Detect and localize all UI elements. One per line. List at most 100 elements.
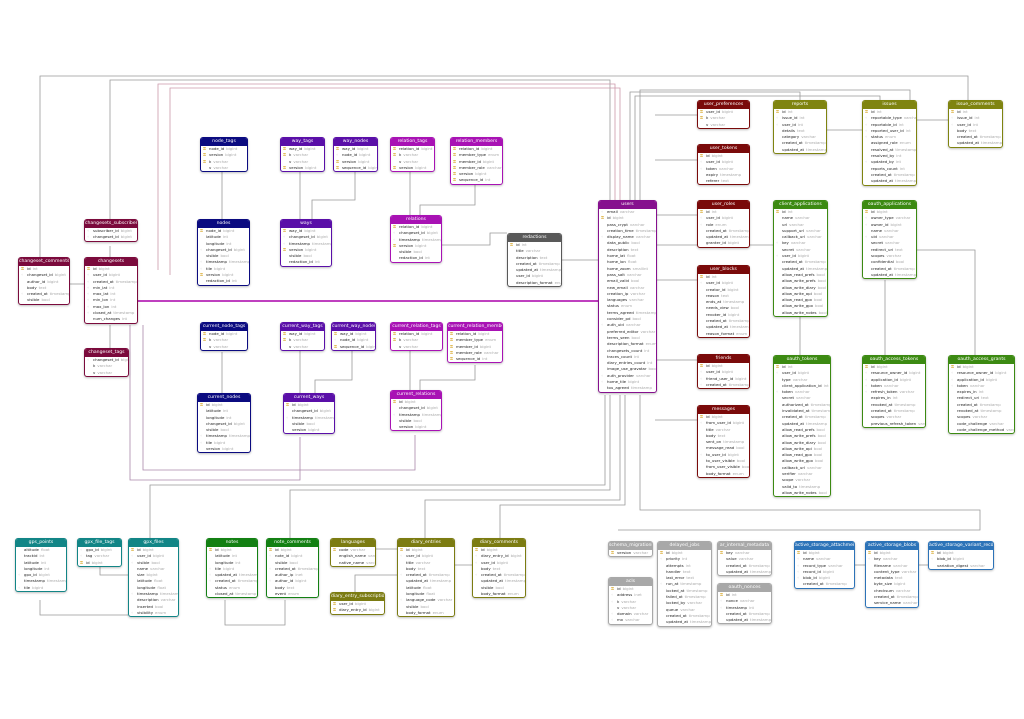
column-row[interactable]: updated_at timestamp [863,272,916,278]
column-row[interactable]: attempts int [658,563,711,569]
column-row[interactable]: consider_pd bool [599,316,656,322]
table-current-node-tags[interactable]: current_node_tags ⚿ node_id bigint ⚿ k varchar… [200,322,248,351]
table-gpx-files[interactable]: gpx_files ⚿ id bigint ◦ user_id bigint ◦ visible… [128,538,179,618]
column-row[interactable]: created_at timestamp [718,563,771,569]
column-row[interactable]: ⚿ id bigint [609,586,652,592]
table-header[interactable]: changesets [85,258,137,266]
column-row[interactable]: client_application_id int [774,383,830,389]
column-row[interactable]: ◦ token varchar [774,389,830,395]
column-row[interactable]: visible bool [391,249,441,255]
column-row[interactable]: visible bool [281,253,331,259]
table-header[interactable]: acls [609,578,652,586]
column-row[interactable]: reason_format enum [698,331,749,337]
column-row[interactable]: ◦ subscriber_id bigint [85,228,137,234]
column-row[interactable]: allow_write_diary bool [774,440,830,446]
table-header[interactable]: gpx_files [129,539,178,547]
column-row[interactable]: ◦ application_id bigint [949,377,1014,383]
column-row[interactable]: ◦ tile bigint [16,585,66,591]
column-row[interactable]: v varchar [281,159,324,165]
column-row[interactable]: visible bool [19,297,69,303]
column-row[interactable]: allow_write_prefs bool [774,433,830,439]
column-row[interactable]: visible bool [473,585,525,591]
column-row[interactable]: message_read bool [698,445,749,451]
column-row[interactable]: ◦ refresh_token varchar [863,389,925,395]
column-row[interactable]: allow_write_gpx bool [774,303,827,309]
column-row[interactable]: home_lat float [599,253,656,259]
column-row[interactable]: ◦ user_id bigint [398,553,454,559]
column-row[interactable]: ⚿ way_id bigint [281,228,331,234]
table-header[interactable]: user_tokens [698,145,749,153]
column-row[interactable]: status enum [599,303,656,309]
column-row[interactable]: callback_url varchar [774,234,827,240]
column-row[interactable]: v varchar [201,165,247,171]
column-row[interactable]: referer text [698,178,749,184]
column-row[interactable]: ⚿ id int [718,592,771,598]
column-row[interactable]: languages varchar [599,297,656,303]
column-row[interactable]: category varchar [774,134,826,140]
column-row[interactable]: v varchar [698,122,749,128]
column-row[interactable]: allow_read_prefs bool [774,272,827,278]
column-row[interactable]: ⚿ id int [698,209,749,215]
column-row[interactable]: created_at timestamp [774,140,826,146]
column-row[interactable]: ⚿ node_id bigint [198,228,249,234]
column-row[interactable]: ⚿ id bigint [949,364,1014,370]
column-row[interactable]: support_url varchar [774,228,827,234]
column-row[interactable]: ⚿ id bigint [284,402,334,408]
table-header[interactable]: oauth_tokens [774,356,830,364]
table-oauth-access-grants[interactable]: oauth_access_grants ⚿ id bigint ◦ resource_ow… [948,355,1015,435]
column-row[interactable]: redaction_id int [391,255,441,261]
column-row[interactable]: ⚿ id bigint [473,547,525,553]
column-row[interactable]: filename varchar [866,563,918,569]
table-diary-entry-subscriptions[interactable]: diary_entry_subscriptions ⚿ user_id bigint ⚿… [330,592,385,615]
column-row[interactable]: longitude int [16,566,66,572]
column-row[interactable]: name varchar [863,228,916,234]
column-row[interactable]: ◦ created_at timestamp [267,566,318,572]
column-row[interactable]: creation_ip varchar [599,291,656,297]
column-row[interactable]: trackid int [16,553,66,559]
table-way-nodes[interactable]: way_nodes ⚿ way_id bigint ◦ node_id bigint ⚿ ver… [333,137,378,173]
column-row[interactable]: ◦ record_type varchar [795,563,854,569]
column-row[interactable]: ⚿ id int [774,209,827,215]
table-header[interactable]: relations [391,216,441,224]
column-row[interactable]: visible bool [391,418,441,424]
column-row[interactable]: ⚿ id bigint [391,399,441,405]
column-row[interactable]: updated_at timestamp [718,569,771,575]
column-row[interactable]: ◦ user_id bigint [698,215,749,221]
column-row[interactable]: timestamp timestamp [16,578,66,584]
column-row[interactable]: ◦ tile bigint [198,440,250,446]
table-current-nodes[interactable]: current_nodes ⚿ id bigint latitude int longitu… [197,393,251,454]
column-row[interactable]: assigned_role enum [863,140,916,146]
column-row[interactable]: visible bool [267,560,318,566]
column-row[interactable]: expires_in int [863,395,925,401]
column-row[interactable]: ◦ application_id bigint [863,377,925,383]
column-row[interactable]: ⚿ id int [774,109,826,115]
column-row[interactable]: updated_at timestamp [658,619,711,625]
column-row[interactable]: body_format enum [473,591,525,597]
column-row[interactable]: visible bool [284,421,334,427]
column-row[interactable]: created_at timestamp [658,613,711,619]
column-row[interactable]: ◦ role enum [698,222,749,228]
table-header[interactable]: users [599,201,656,209]
column-row[interactable]: ⚿ id bigint [198,402,250,408]
column-row[interactable]: created_at timestamp [698,228,749,234]
column-row[interactable]: ⚿ user_id bigint [698,109,749,115]
column-row[interactable]: altitude float [16,547,66,553]
column-row[interactable]: changeset_id bigint [391,405,441,411]
column-row[interactable]: allow_write_notes bool [774,490,830,496]
column-row[interactable]: ⚿ k varchar [281,152,324,158]
column-row[interactable]: ◦ from_user_id bigint [698,420,749,426]
column-row[interactable]: updated_at timestamp [473,578,525,584]
column-row[interactable]: ◦ user_id bigint [473,560,525,566]
table-user-roles[interactable]: user_roles ⚿ id int ◦ user_id bigint ◦ role enum c… [697,200,750,248]
table-relation-tags[interactable]: relation_tags ⚿ relation_id bigint ⚿ k varchar… [390,137,435,173]
column-row[interactable]: resolved_by int [863,153,916,159]
column-row[interactable]: ⚿ way_id bigint [334,146,377,152]
column-row[interactable]: updated_at timestamp [863,178,916,184]
column-row[interactable]: ⚿ k varchar [698,115,749,121]
column-row[interactable]: body text [473,566,525,572]
